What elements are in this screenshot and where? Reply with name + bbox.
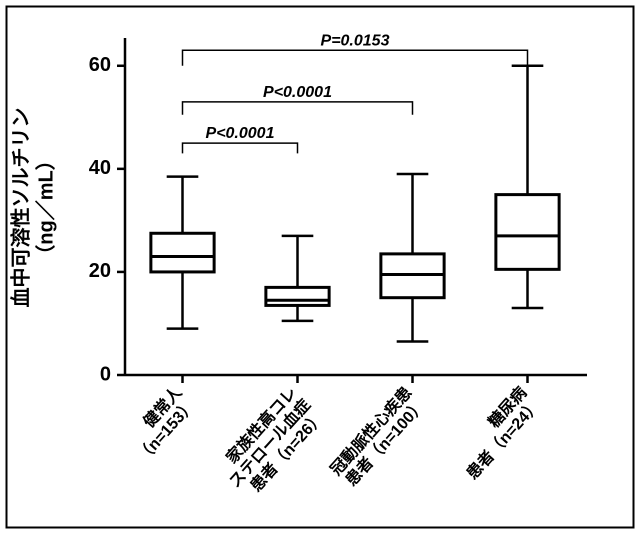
y-tick-label: 60 [89,54,111,76]
y-axis-label-line: （ng／mL） [35,150,58,264]
box-fh [266,236,329,321]
p-value-label: P=0.0153 [321,32,390,49]
soluble-sortilin-boxplot: 0 20 40 60 血中可溶性ソルチリン（ng／mL） P<0.0001 P<0.0001… [0,0,640,534]
y-axis-label-line: 血中可溶性ソルチリン [9,108,33,308]
category-label: 冠動脈性心疾患患者（n=100） [326,383,429,491]
box-healthy [151,177,214,329]
comparison-bracket [183,143,298,153]
category-label: 健常人（n=153） [119,382,200,466]
comparison-bracket [183,102,413,115]
box-dm [496,66,559,308]
y-tick-label: 0 [100,363,111,385]
category-label: 家族性高コレステロール血症患者（n=26） [211,383,327,504]
category-label: 糖尿病患者（n=24） [449,383,544,483]
y-tick-label: 20 [89,260,111,282]
comparison-bracket [183,50,528,65]
box-cad [381,174,444,342]
p-value-label: P<0.0001 [263,84,332,101]
y-axis-label: 血中可溶性ソルチリン（ng／mL） [9,108,58,308]
p-value-label: P<0.0001 [206,125,275,142]
y-tick-label: 40 [89,157,111,179]
